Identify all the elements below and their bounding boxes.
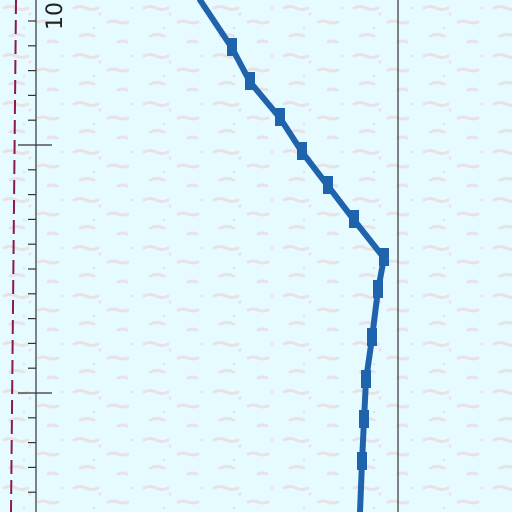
profile-point	[379, 248, 389, 266]
profile-point	[245, 72, 255, 90]
profile-point	[349, 210, 359, 228]
profile-point	[361, 370, 371, 388]
series-group	[197, 0, 389, 512]
reference-dashed-line	[10, 0, 17, 512]
profile-point	[227, 38, 237, 56]
axes	[18, 0, 399, 512]
profile-point	[275, 108, 285, 126]
profile-point	[373, 280, 383, 298]
tick-labels: 10	[43, 2, 68, 30]
profile-point	[357, 452, 367, 470]
reference-line-group	[10, 0, 17, 512]
profile-point	[297, 142, 307, 160]
y-tick-label-partial: 10	[43, 2, 68, 30]
profile-point	[323, 176, 333, 194]
profile-point	[367, 328, 377, 346]
profile-point	[359, 410, 369, 428]
